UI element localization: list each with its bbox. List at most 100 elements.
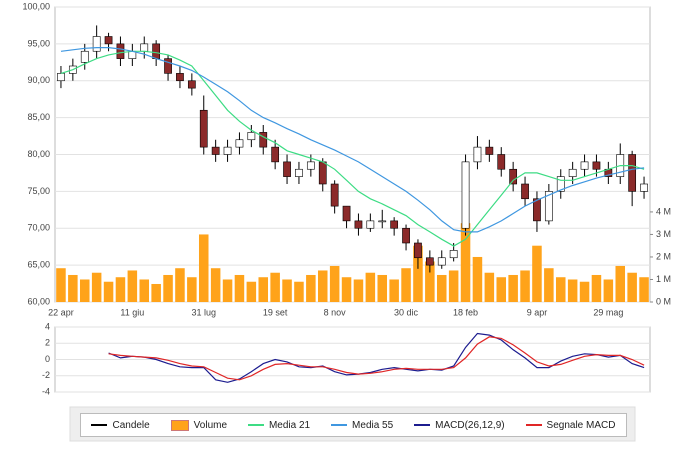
- x-tick-label: 19 set: [263, 307, 288, 317]
- candle-body: [140, 43, 149, 52]
- candle-body: [354, 220, 363, 229]
- y-tick-label: 85,00: [27, 112, 50, 122]
- legend-item: Media 55: [331, 420, 393, 431]
- volume-bar: [56, 268, 66, 302]
- y-tick-label: 75,00: [27, 186, 50, 196]
- volume-bar: [425, 261, 435, 302]
- volume-bar: [520, 270, 530, 302]
- volume-bar: [210, 268, 221, 302]
- x-tick-label: 22 apr: [48, 307, 74, 317]
- legend-swatch: [414, 424, 431, 426]
- volume-bar: [532, 245, 542, 302]
- candle-body: [592, 161, 601, 170]
- volume-bar: [103, 281, 114, 302]
- candle-body: [425, 257, 434, 266]
- volume-bar: [163, 274, 173, 302]
- y2-tick-label: 1 M: [656, 274, 671, 284]
- volume-bar: [567, 279, 578, 302]
- volume-bar: [484, 272, 495, 302]
- candle-body: [271, 146, 280, 163]
- candle-body: [366, 220, 375, 229]
- candle-body: [104, 36, 113, 45]
- line-series: [60, 47, 645, 233]
- volume-bar: [234, 274, 245, 302]
- candle-body: [295, 168, 303, 177]
- y-tick-label: -2: [42, 370, 50, 380]
- volume-bar: [639, 277, 649, 302]
- y-tick-label: 70,00: [27, 223, 50, 233]
- y-tick-label: 90,00: [27, 75, 50, 85]
- volume-bar: [353, 279, 364, 302]
- candle-body: [544, 191, 553, 222]
- y2-tick-label: 3 M: [656, 229, 671, 239]
- legend-item: Media 21: [247, 419, 311, 431]
- x-tick-label: 11 giu: [120, 307, 144, 317]
- x-tick-label: 31 lug: [191, 307, 216, 317]
- volume-bar: [496, 277, 507, 302]
- volume-bar: [198, 234, 209, 302]
- volume-bar: [627, 272, 637, 302]
- candle-body: [80, 50, 89, 63]
- candle-body: [176, 73, 184, 82]
- candle-body: [485, 146, 494, 155]
- volume-bar: [68, 274, 78, 302]
- volume-bar: [448, 270, 459, 302]
- volume-bar: [79, 279, 90, 302]
- candle-body: [199, 109, 208, 148]
- legend-item: MACD(26,12,9): [414, 420, 505, 431]
- volume-bar: [413, 245, 423, 302]
- candle-body: [390, 220, 399, 229]
- volume-bar: [270, 272, 280, 302]
- legend-swatch: [331, 424, 348, 426]
- candle-body: [437, 257, 446, 266]
- candle-body: [247, 132, 256, 141]
- volume-bar: [389, 279, 399, 302]
- volume-bar: [472, 256, 483, 302]
- volume-bar: [436, 274, 447, 302]
- legend-label: Media 21: [268, 419, 311, 431]
- y-tick-label: 80,00: [27, 149, 50, 159]
- volume-bar: [151, 283, 161, 302]
- candle-body: [283, 161, 291, 177]
- candle-body: [235, 139, 244, 148]
- x-tick-label: 8 nov: [324, 307, 347, 317]
- x-tick-label: 29 mag: [593, 307, 623, 317]
- volume-bar: [282, 279, 292, 302]
- legend-label: Volume: [193, 419, 228, 431]
- candle-body: [449, 250, 458, 259]
- candle-body: [318, 161, 327, 185]
- candle-body: [116, 43, 125, 59]
- candle-body: [556, 176, 565, 192]
- legend-swatch: [247, 424, 264, 426]
- volume-bar: [508, 274, 518, 302]
- y2-tick-label: 4 M: [656, 206, 671, 216]
- candle-body: [473, 146, 482, 163]
- volume-bar: [603, 279, 614, 302]
- legend-label: Candele: [112, 419, 150, 431]
- y-tick-label: 4: [45, 321, 50, 331]
- candle-body: [414, 242, 422, 259]
- candle-body: [580, 161, 589, 170]
- volume-bar: [317, 270, 328, 302]
- volume-bar: [615, 265, 626, 302]
- candle-body: [497, 154, 506, 170]
- legend-item: Volume: [170, 419, 228, 431]
- volume-bar: [175, 268, 185, 302]
- x-tick-label: 30 dic: [394, 307, 419, 317]
- candle-body: [342, 205, 351, 222]
- volume-bar: [341, 277, 352, 302]
- volume-bar: [139, 279, 150, 302]
- volume-bar: [401, 268, 411, 302]
- y-tick-label: 65,00: [27, 260, 50, 270]
- candle-body: [568, 168, 577, 177]
- candle-body: [92, 36, 101, 52]
- candle-body: [461, 161, 470, 229]
- volume-bar: [127, 270, 138, 302]
- volume-bar: [187, 277, 197, 302]
- candle-body: [164, 58, 172, 74]
- candle-body: [211, 146, 220, 155]
- legend-swatch: [91, 424, 108, 426]
- candle-body: [378, 220, 387, 223]
